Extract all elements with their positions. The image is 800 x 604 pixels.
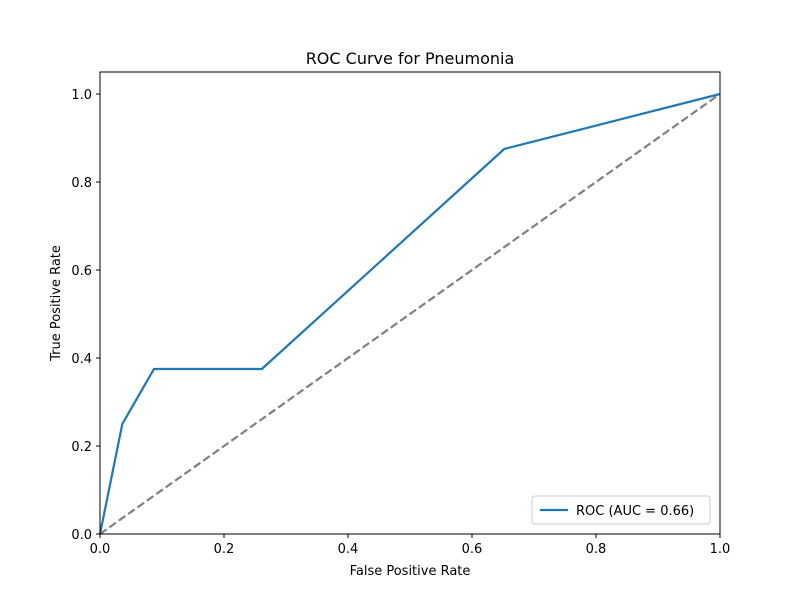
y-tick-label: 0.0	[71, 528, 92, 543]
x-tick-label: 0.2	[214, 542, 235, 557]
legend-box	[531, 495, 711, 525]
plot-area: 0.0 0.2 0.4 0.6 0.8 1.0 0.0 0.2 0.4 0.6 0.8 1.0 ROC …	[71, 71, 731, 557]
axes-frame	[99, 71, 721, 535]
x-tick-label: 0.0	[90, 542, 111, 557]
x-tick-label: 0.4	[338, 542, 359, 557]
y-tick-label: 0.4	[71, 352, 92, 367]
x-tick-label: 0.6	[462, 542, 483, 557]
y-axis-label: True Positive Rate	[49, 245, 64, 362]
y-tick-label: 1.0	[71, 88, 92, 103]
legend-label: ROC (AUC = 0.66)	[576, 504, 694, 519]
y-tick-label: 0.8	[71, 176, 92, 191]
chance-diagonal-line	[99, 93, 721, 535]
y-tick-label: 0.2	[71, 440, 92, 455]
x-axis-label: False Positive Rate	[350, 564, 471, 579]
roc-curve-line	[98, 92, 721, 535]
y-tick-label: 0.6	[71, 264, 92, 279]
x-tick-label: 1.0	[710, 542, 731, 557]
chart-title: ROC Curve for Pneumonia	[306, 49, 515, 68]
x-tick-label: 0.8	[586, 542, 607, 557]
